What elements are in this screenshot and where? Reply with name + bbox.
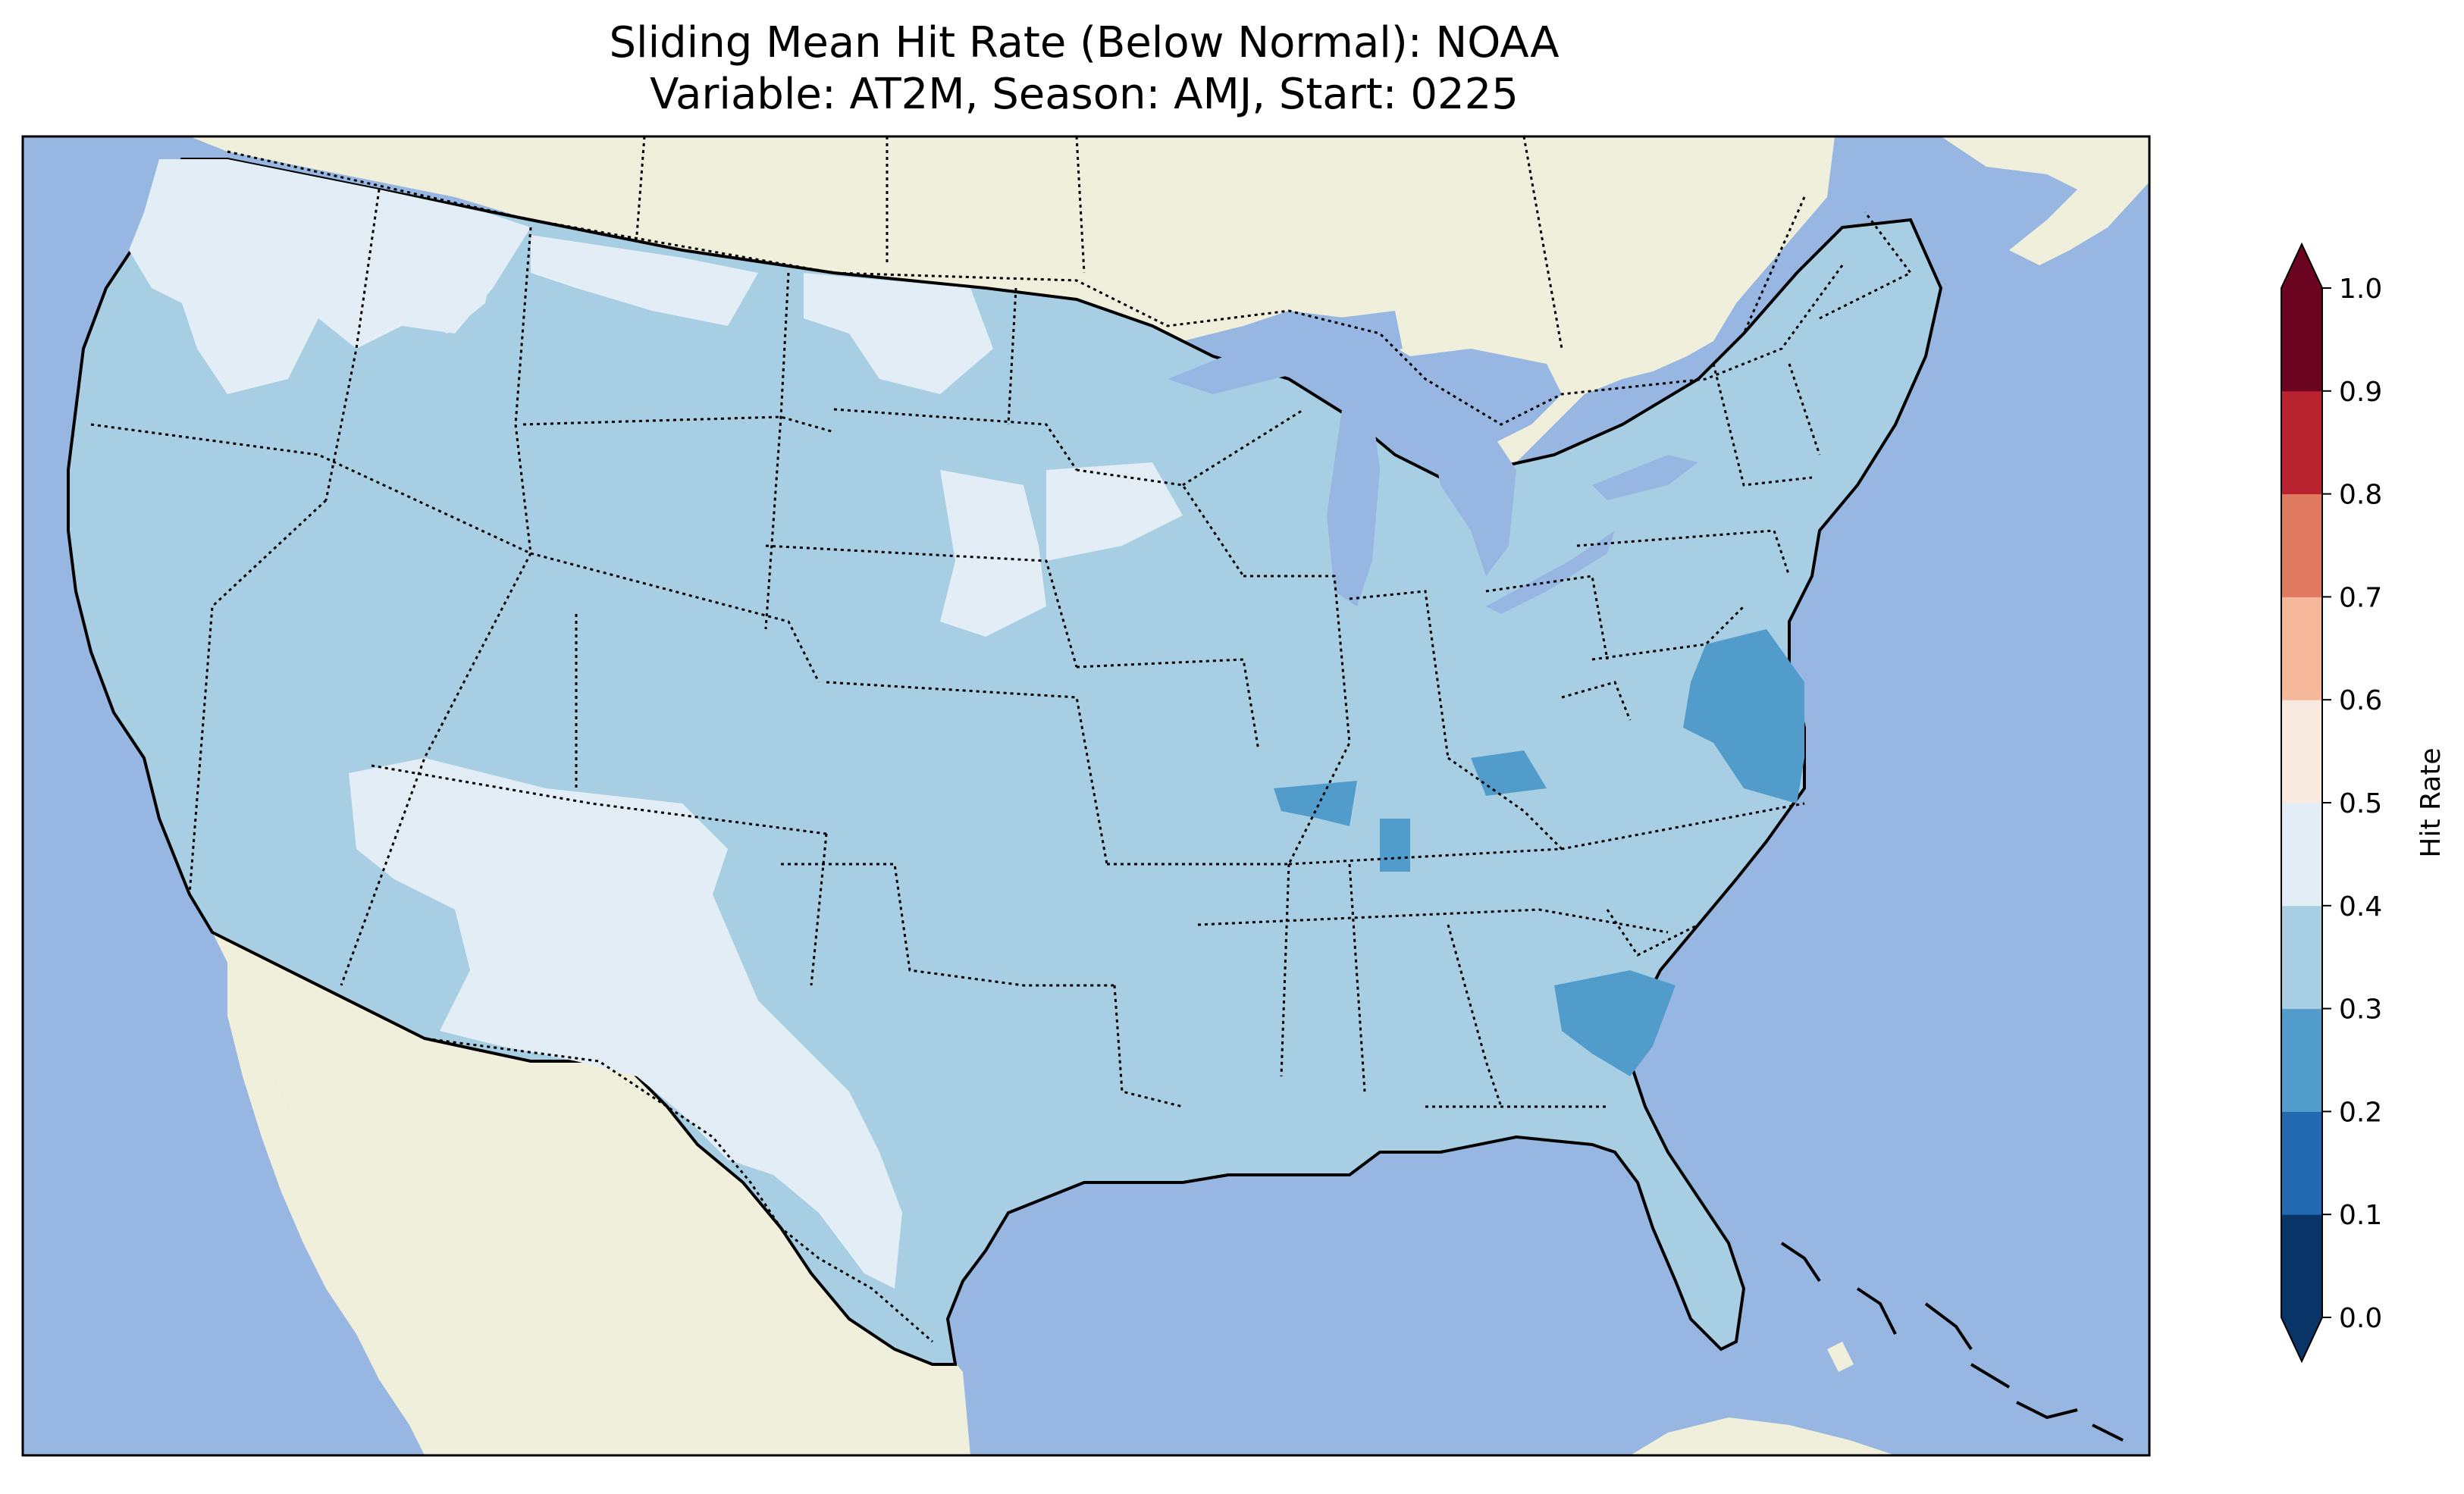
region-montana-light xyxy=(531,235,758,326)
colorbar-bin-9 xyxy=(2281,288,2322,392)
bahamas-land xyxy=(1827,1342,1854,1372)
colorbar-tick-label: 0.8 xyxy=(2339,480,2382,511)
colorbar-tick-label: 0.4 xyxy=(2339,891,2382,922)
colorbar-bin-1 xyxy=(2281,1111,2322,1215)
colorbar-tick-label: 0.6 xyxy=(2339,685,2382,716)
region-minnesota-light xyxy=(1046,462,1183,561)
region-tennessee-dark xyxy=(1380,819,1410,872)
maritime-land xyxy=(1941,136,2149,265)
province-borders xyxy=(635,136,1806,349)
region-chesapeake-dark xyxy=(1683,629,1804,803)
lake-superior xyxy=(1168,311,1403,394)
cuba-land xyxy=(1630,1417,1895,1455)
colorbar-bin-6 xyxy=(2281,597,2322,700)
colorbar-max-extension xyxy=(2281,244,2322,288)
lake-erie xyxy=(1486,531,1615,614)
colorbar-bin-0 xyxy=(2281,1214,2322,1318)
colorbar-bin-2 xyxy=(2281,1008,2322,1112)
colorbar-bin-7 xyxy=(2281,493,2322,597)
colorbar-tick-label: 0.7 xyxy=(2339,582,2382,613)
map-area xyxy=(23,136,2149,1455)
colorbar-tick-label: 1.0 xyxy=(2339,274,2382,305)
colorbar-tick-label: 0.0 xyxy=(2339,1303,2382,1334)
lake-ontario xyxy=(1592,455,1698,500)
region-northwest-light xyxy=(129,159,531,394)
region-idaho-light xyxy=(409,227,500,334)
baja-land xyxy=(227,963,432,1417)
conus-land xyxy=(67,158,1943,1366)
colorbar-bin-4 xyxy=(2281,803,2322,907)
region-southeast-coast-dark xyxy=(1554,970,1676,1076)
colorbar: 0.0 0.1 0.2 0.3 0.4 0.5 0.6 0.7 0.8 0.9 1.0 Hit Ra… xyxy=(2281,242,2447,1364)
region-kentucky-dark xyxy=(1471,750,1547,796)
colorbar-tick-label: 0.3 xyxy=(2339,994,2382,1026)
region-dakotas-light xyxy=(804,273,993,394)
map-subtitle: Variable: AT2M, Season: AMJ, Start: 0225 xyxy=(650,70,1519,119)
colorbar-bin-3 xyxy=(2281,905,2322,1010)
region-southwest-light xyxy=(349,758,902,1289)
lake-huron xyxy=(1425,409,1516,576)
map-frame xyxy=(21,135,2151,1457)
colorbar-tick-label: 0.9 xyxy=(2339,377,2382,408)
colorbar-bin-5 xyxy=(2281,700,2322,803)
canada-border xyxy=(227,150,1844,426)
island-coasts xyxy=(1780,1242,2124,1442)
colorbar-bin-8 xyxy=(2281,390,2322,495)
region-nebraska-light xyxy=(940,470,1046,637)
canada-land xyxy=(23,136,1835,538)
colorbar-tick-label: 0.2 xyxy=(2339,1097,2382,1128)
map-title: Sliding Mean Hit Rate (Below Normal): NO… xyxy=(609,18,1560,67)
region-kentucky-west-dark xyxy=(1274,781,1357,826)
state-borders xyxy=(90,189,1913,1108)
colorbar-min-extension xyxy=(2281,1317,2322,1361)
colorbar-tick-label: 0.5 xyxy=(2339,788,2382,819)
colorbar-label: Hit Rate xyxy=(2415,747,2447,857)
lake-michigan xyxy=(1327,409,1380,606)
colorbar-tick-label: 0.1 xyxy=(2339,1200,2382,1231)
